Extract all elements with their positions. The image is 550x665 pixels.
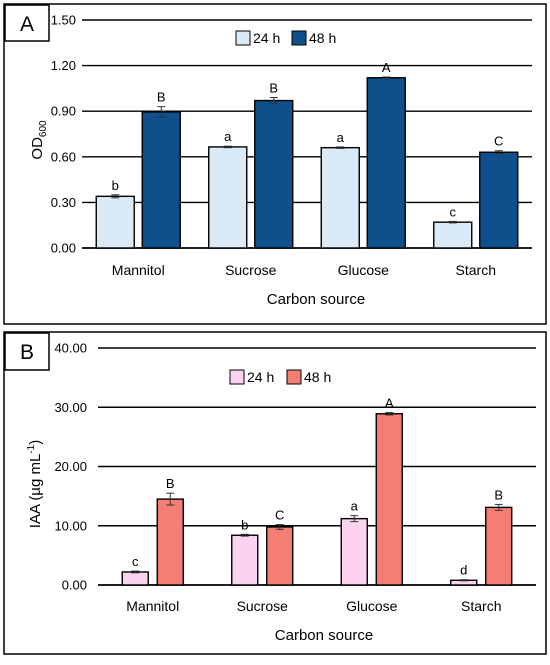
bar [375,413,403,586]
significance-letter: b [241,517,248,532]
error-bar [494,150,503,155]
error-bar [385,412,394,416]
panel-b-label-box [4,332,50,371]
significance-letter: B [157,90,166,105]
error-bar [166,492,175,506]
panel-b-yticks: 0.00 10.00 20.00 30.00 40.00 [54,341,87,593]
error-bar [269,97,278,105]
significance-letter: d [460,563,467,578]
bar [266,526,294,586]
legend-swatch-48h [291,30,307,46]
y-tick-label: 30.00 [54,400,87,415]
error-bar [240,533,249,537]
error-bar [382,76,391,80]
bar [433,221,473,249]
error-bar [223,145,232,149]
bar [485,506,513,586]
legend-label-24h: 24 h [247,369,274,385]
panel-a: A b Ba Ba Ac C 0.00 0.30 0.60 0.90 1.20 1.50 Mann… [3,3,547,325]
panel-a-label: A [20,13,34,36]
panel-a-bars: b Ba Ba Ac C [95,60,519,249]
significance-letter: a [337,130,345,145]
x-tick-label: Sucrose [225,262,277,278]
error-bar [494,503,503,511]
panel-a-xticks: Mannitol Sucrose Glucose Starch [112,262,496,278]
x-tick-label: Glucose [338,262,390,278]
y-tick-label: 1.50 [51,13,76,28]
x-tick-label: Sucrose [237,598,289,614]
significance-letter: B [494,487,503,502]
legend-swatch-48h [286,369,302,385]
panel-b-xticks: Mannitol Sucrose Glucose Starch [126,598,501,614]
panel-b-frame [3,331,547,655]
x-tick-label: Mannitol [126,598,179,614]
panel-b: B c Bb Ca Ad B 0.00 10.00 20.00 30.00 40.00 Mann… [3,331,547,655]
y-tick-label: 0.00 [51,241,76,256]
significance-letter: C [494,134,503,149]
legend-swatch-24h [235,30,251,46]
bar [231,534,259,586]
bar [95,195,135,249]
legend-label-48h: 48 h [304,369,331,385]
error-bar [459,579,468,582]
error-bar [157,106,166,118]
y-tick-label: 20.00 [54,459,87,474]
x-tick-label: Starch [461,598,501,614]
significance-letter: b [112,178,119,193]
bar [320,146,360,249]
bar [340,517,368,586]
bar [141,111,181,249]
y-tick-label: 1.20 [51,58,76,73]
error-bar [111,194,120,199]
x-tick-label: Starch [456,262,496,278]
y-tick-label: 0.00 [62,578,87,593]
bar [156,498,184,586]
significance-letter: C [275,508,284,523]
y-tick-label: 40.00 [54,341,87,356]
significance-letter: a [351,499,359,514]
significance-letter: B [166,476,175,491]
panel-b-label: B [20,341,34,364]
error-bar [336,146,345,149]
panel-a-y-axis-title: OD600 [29,120,49,160]
significance-letter: A [382,60,391,75]
panel-a-yticks: 0.00 0.30 0.60 0.90 1.20 1.50 [51,13,76,256]
legend-label-24h: 24 h [253,30,280,46]
significance-letter: A [385,396,394,411]
x-tick-label: Glucose [346,598,398,614]
significance-letter: B [269,81,278,96]
y-tick-label: 0.60 [51,149,76,164]
significance-letter: c [132,554,139,569]
error-bar [131,570,140,574]
significance-letter: a [224,129,232,144]
x-tick-label: Mannitol [112,262,165,278]
panel-a-x-axis-title: Carbon source [267,291,365,308]
panel-b-y-axis-title: IAA (µg mL-1) [26,440,44,528]
y-tick-label: 0.90 [51,104,76,119]
panel-b-bars: c Bb Ca Ad B [121,396,513,586]
bar [121,571,149,586]
panel-b-legend: 24 h 48 h [229,369,331,385]
error-bar [448,220,457,224]
legend-swatch-24h [229,369,245,385]
bar [479,151,519,249]
bar [254,99,294,249]
bar [366,77,406,249]
error-bar [275,524,284,530]
legend-label-48h: 48 h [309,30,336,46]
bar [208,146,248,249]
y-tick-label: 0.30 [51,195,76,210]
panel-a-legend: 24 h 48 h [235,30,336,46]
error-bar [350,515,359,523]
panel-a-label-box [4,4,50,42]
y-tick-label: 10.00 [54,518,87,533]
significance-letter: c [450,204,457,219]
panel-b-x-axis-title: Carbon source [275,627,373,644]
